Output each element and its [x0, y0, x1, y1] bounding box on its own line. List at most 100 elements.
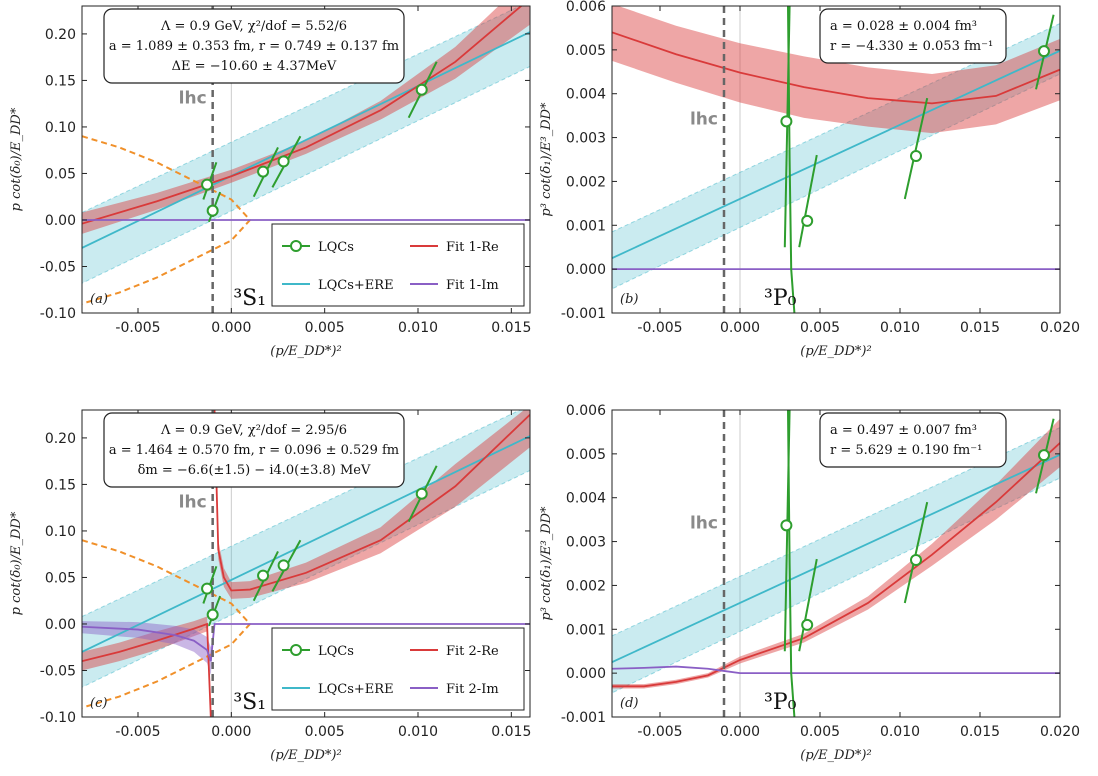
annotation-box: Λ = 0.9 GeV, χ²/dof = 2.95/6 a = 1.464 ± … [103, 412, 405, 488]
point-marker [780, 115, 793, 128]
wave-label: ³P₀ [764, 690, 797, 715]
data-point [798, 154, 818, 248]
y-tick-label: 0.001 [566, 622, 606, 638]
series-line-lqcs-ere [82, 435, 530, 653]
y-tick-label: 0.20 [45, 27, 76, 43]
x-tick-label: 0.010 [398, 724, 438, 740]
y-tick-label: 0.003 [566, 535, 606, 551]
legend-marker [290, 240, 302, 252]
point-marker [257, 165, 270, 178]
y-tick-label: 0.005 [566, 43, 606, 59]
point-segment [903, 501, 929, 604]
data-point [271, 539, 302, 592]
plot-frame [81, 5, 531, 314]
annotation-line: a = 0.497 ± 0.007 fm³ [830, 423, 977, 438]
plot-frame [611, 409, 1061, 718]
data-point [252, 550, 279, 602]
x-tick-label: -0.005 [637, 724, 682, 740]
x-tick-label: 0.005 [305, 320, 345, 336]
y-tick-label: -0.10 [40, 710, 76, 726]
data-point [407, 465, 438, 523]
y-tick-label: 0.005 [566, 447, 606, 463]
series-line-lqcs-ere [612, 453, 1060, 663]
x-tick-label: 0.015 [960, 724, 1000, 740]
series-line-lqcs-ere [612, 49, 1060, 259]
plot-area-b [612, 6, 1060, 313]
x-tick-label: -0.005 [115, 320, 160, 336]
panel-label: (b) [620, 292, 638, 307]
wave-label: ³P₀ [764, 286, 797, 311]
annotation-box: a = 0.497 ± 0.007 fm³ r = 5.629 ± 0.190 f… [819, 412, 1007, 468]
point-segment [798, 558, 818, 652]
lhc-label: lhc [179, 89, 207, 109]
annotation-frame [819, 412, 1007, 468]
data-point [903, 501, 929, 604]
annotation-box: Λ = 0.9 GeV, χ²/dof = 5.52/6 a = 1.089 ± … [103, 8, 405, 84]
data-point [206, 191, 222, 223]
y-tick-label: -0.001 [561, 306, 606, 322]
point-marker [780, 519, 793, 532]
panel-b: -0.005 0.000 0.005 0.010 0.015 0.020 -0.001 0.0… [539, 0, 1080, 359]
x-tick-label: 0.015 [960, 320, 1000, 336]
x-tick-label: 0.020 [1040, 320, 1080, 336]
y-tick-label: 0.000 [566, 262, 606, 278]
x-tick-label: -0.005 [637, 320, 682, 336]
x-tick-label: 0.005 [800, 320, 840, 336]
annotation-line: a = 1.089 ± 0.353 fm, r = 0.749 ± 0.137 … [109, 39, 399, 54]
annotation-line: a = 0.028 ± 0.004 fm³ [830, 19, 977, 34]
y-tick-label: 0.00 [45, 617, 76, 633]
point-marker [910, 149, 922, 162]
y-axis-label: p³ cot(δ₁)/E³_DD* [539, 102, 554, 217]
x-tick-label: 0.020 [1040, 724, 1080, 740]
x-axis-label: (p/E_DD*)² [800, 344, 871, 359]
x-tick-label: 0.005 [800, 724, 840, 740]
point-marker [201, 178, 214, 191]
legend: LQCs Fit 1-Re LQCs+ERE Fit 1-Im [271, 223, 525, 307]
x-tick-label: 0.000 [211, 724, 251, 740]
data-point [271, 135, 302, 188]
y-tick-label: 0.002 [566, 174, 606, 190]
panel-d: -0.005 0.000 0.005 0.010 0.015 0.020 -0.001 0.0… [539, 403, 1080, 763]
point-marker [801, 214, 814, 227]
annotation-line: δm = −6.6(±1.5) − i4.0(±3.8) MeV [138, 463, 371, 478]
y-tick-label: 0.05 [45, 166, 76, 182]
x-tick-label: 0.000 [720, 320, 760, 336]
y-tick-label: -0.001 [561, 710, 606, 726]
annotation-frame [103, 412, 405, 488]
x-tick-label: 0.010 [398, 320, 438, 336]
band-fit-2-re [82, 616, 211, 717]
y-tick-label: 0.000 [566, 666, 606, 682]
point-marker [206, 608, 219, 621]
legend-marker [290, 644, 302, 656]
legend-frame [271, 627, 525, 711]
y-tick-label: 0.004 [566, 491, 606, 507]
data-point [798, 558, 818, 652]
point-marker [1038, 45, 1050, 58]
y-axis-label: p³ cot(δ₁)/E³_DD* [539, 506, 554, 621]
y-tick-label: 0.006 [566, 403, 606, 419]
point-segment [903, 97, 929, 200]
annotation-line: r = −4.330 ± 0.053 fm⁻¹ [830, 39, 993, 54]
legend-label: LQCs [318, 644, 354, 659]
point-marker [257, 569, 270, 582]
data-point [201, 161, 218, 200]
y-tick-label: 0.00 [45, 213, 76, 229]
point-marker [201, 582, 214, 595]
plot-frame [81, 409, 531, 718]
annotation-frame [819, 8, 1007, 64]
y-tick-label: 0.10 [45, 120, 76, 136]
series-line-fit-1-re [612, 31, 1060, 105]
x-axis-label: (p/E_DD*)² [270, 344, 341, 359]
annotation-line: Λ = 0.9 GeV, χ²/dof = 5.52/6 [160, 19, 347, 34]
legend-label: LQCs+ERE [318, 682, 394, 697]
y-tick-label: -0.10 [40, 306, 76, 322]
legend-label: Fit 1-Re [446, 240, 499, 255]
wave-label: ³S₁ [233, 690, 266, 715]
point-marker [415, 487, 428, 500]
y-tick-label: -0.05 [40, 663, 76, 679]
data-point [780, 410, 793, 652]
y-axis-label: p cot(δ₀)/E_DD* [9, 511, 24, 615]
data-point [407, 61, 438, 119]
data-point [206, 595, 222, 627]
